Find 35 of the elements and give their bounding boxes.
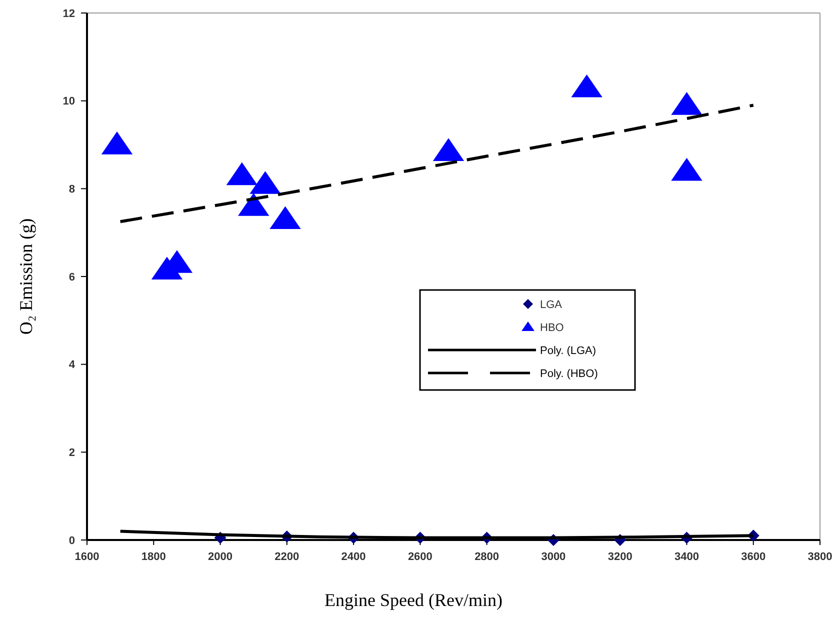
legend-label: LGA (540, 298, 563, 311)
x-tick-label: 2800 (474, 551, 500, 563)
point (238, 193, 270, 216)
point (671, 92, 702, 115)
line-series (118, 104, 755, 224)
point (432, 138, 464, 161)
x-tick-label: 2200 (274, 551, 300, 563)
y-axis-title: O₂ Emission (g) (16, 218, 36, 335)
y-tick-label: 0 (68, 534, 75, 547)
point (571, 74, 602, 98)
x-tick-label: 3600 (741, 551, 766, 563)
x-tick-label: 3800 (808, 551, 832, 563)
point (226, 162, 258, 186)
x-tick-label: 2000 (208, 551, 233, 563)
legend-label: HBO (540, 322, 564, 334)
point (250, 171, 281, 194)
y-tick-label: 12 (62, 8, 75, 20)
point (270, 206, 301, 230)
x-tick-label: 2600 (408, 551, 432, 563)
x-tick-label: 2400 (341, 551, 366, 563)
y-tick-label: 6 (68, 271, 75, 284)
point (101, 132, 133, 154)
y-tick-label: 10 (62, 96, 75, 108)
x-tick-label: 3400 (674, 551, 699, 563)
x-axis-title: Engine Speed (Rev/min) (324, 590, 502, 610)
x-tick-label: 3200 (608, 551, 632, 563)
y-tick-label: 8 (68, 184, 75, 196)
text: Poly. (HBO) (540, 368, 598, 380)
x-tick-label: 1800 (141, 551, 166, 563)
point (671, 158, 702, 181)
text: Poly. (LGA) (540, 344, 596, 357)
y-tick-label: 4 (68, 359, 76, 372)
x-tick-label: 3000 (541, 551, 566, 563)
y-tick-label: 2 (68, 447, 75, 460)
x-tick-label: 1600 (74, 551, 100, 563)
